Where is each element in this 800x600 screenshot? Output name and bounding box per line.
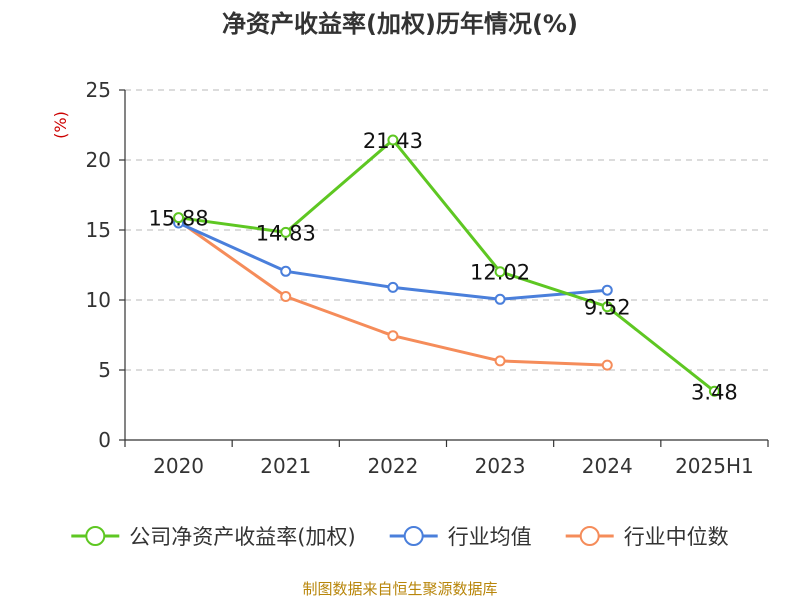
data-point-0-0 bbox=[173, 212, 185, 224]
x-tick-label-2020: 2020 bbox=[153, 454, 204, 478]
legend-marker-icon bbox=[85, 526, 106, 546]
y-tick-label-0: 0 bbox=[98, 428, 111, 452]
data-label-2021: 14.83 bbox=[256, 221, 316, 245]
gridlines bbox=[125, 89, 768, 371]
data-label-2025H1: 3.48 bbox=[691, 380, 738, 404]
series-1 bbox=[173, 217, 613, 305]
x-tick-label-2024: 2024 bbox=[582, 454, 633, 478]
data-label-2023: 12.02 bbox=[470, 261, 530, 285]
legend-marker-icon bbox=[403, 526, 424, 546]
data-point-1-2 bbox=[387, 281, 399, 293]
series-line-0 bbox=[178, 138, 716, 393]
x-tick-label-2021: 2021 bbox=[260, 454, 311, 478]
legend-label: 行业均值 bbox=[448, 525, 532, 549]
data-point-1-4 bbox=[601, 284, 613, 296]
legend-item-2: 行业中位数 bbox=[565, 525, 729, 549]
y-tick-label-15: 15 bbox=[86, 218, 111, 242]
legend-item-0: 公司净资产收益率(加权) bbox=[71, 525, 356, 549]
axes: 0 5 10 15 20 25 2020 2021 2022 2023 2024 2025H1 bbox=[86, 78, 769, 478]
legend-label: 行业中位数 bbox=[624, 525, 729, 549]
data-point-1-1 bbox=[280, 265, 292, 277]
data-labels: 15.88 14.83 21.43 12.02 9.52 3.48 bbox=[149, 129, 738, 404]
y-tick-label-25: 25 bbox=[86, 78, 111, 102]
x-tick-label-2023: 2023 bbox=[475, 454, 526, 478]
legend-label: 公司净资产收益率(加权) bbox=[129, 525, 355, 549]
y-tick-label-5: 5 bbox=[98, 358, 111, 382]
legend-item-1: 行业均值 bbox=[389, 525, 532, 549]
data-point-2-1 bbox=[280, 291, 292, 302]
data-label-2022: 21.43 bbox=[363, 129, 423, 153]
data-point-1-3 bbox=[494, 293, 506, 305]
legend-marker-icon bbox=[579, 526, 600, 546]
series-0 bbox=[173, 134, 720, 397]
data-point-0-2 bbox=[387, 134, 399, 146]
data-point-0-3 bbox=[494, 266, 506, 278]
chart-title: 净资产收益率(加权)历年情况(%) bbox=[222, 10, 578, 38]
data-point-2-2 bbox=[387, 330, 399, 342]
x-tick-label-2025H1: 2025H1 bbox=[675, 454, 754, 478]
y-tick-label-20: 20 bbox=[86, 148, 111, 172]
data-point-2-4 bbox=[601, 359, 613, 371]
data-label-2020: 15.88 bbox=[149, 207, 209, 231]
series-2 bbox=[173, 215, 613, 371]
y-axis-unit-label: (%) bbox=[51, 111, 70, 139]
series-layer bbox=[173, 134, 720, 397]
data-point-0-4 bbox=[601, 301, 613, 313]
data-point-0-1 bbox=[280, 226, 292, 238]
x-tick-label-2022: 2022 bbox=[367, 454, 418, 478]
y-tick-label-10: 10 bbox=[86, 288, 111, 312]
data-point-0-5 bbox=[708, 385, 720, 397]
data-label-2024: 9.52 bbox=[584, 296, 631, 320]
source-note: 制图数据来自恒生聚源数据库 bbox=[302, 580, 497, 598]
series-line-2 bbox=[177, 219, 608, 367]
data-point-2-3 bbox=[494, 355, 506, 367]
legend: 公司净资产收益率(加权) 行业均值 行业中位数 bbox=[71, 525, 729, 549]
